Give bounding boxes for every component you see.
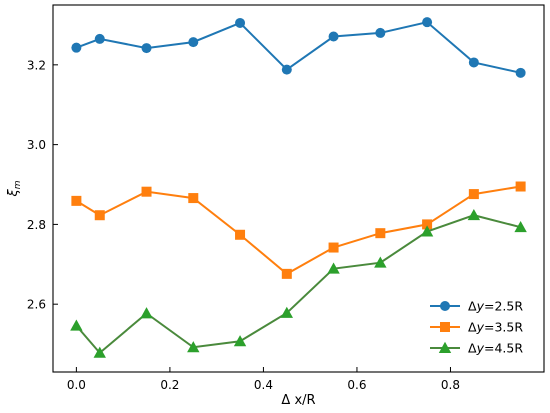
series-3 bbox=[70, 209, 527, 358]
data-point bbox=[94, 210, 105, 221]
legend-label: Δy=4.5R bbox=[468, 341, 523, 356]
series-line bbox=[75, 214, 521, 355]
data-point bbox=[374, 256, 387, 268]
legend-marker bbox=[440, 322, 450, 332]
x-axis-label: Δ x/R bbox=[281, 393, 315, 408]
data-point bbox=[515, 181, 526, 192]
data-point bbox=[188, 193, 199, 204]
series-line bbox=[75, 185, 521, 276]
data-point bbox=[515, 67, 526, 78]
legend-item-2: Δy=3.5R bbox=[430, 320, 523, 335]
data-point bbox=[235, 17, 246, 28]
y-tick-label: 2.8 bbox=[27, 218, 46, 232]
x-tick-label: 0.0 bbox=[67, 378, 86, 392]
data-point bbox=[71, 42, 82, 53]
legend-marker bbox=[440, 301, 450, 311]
data-point bbox=[141, 186, 152, 197]
data-point bbox=[281, 268, 292, 279]
data-point bbox=[468, 57, 479, 68]
data-point bbox=[328, 31, 339, 42]
data-point bbox=[467, 209, 481, 221]
y-axis-label: ξm bbox=[6, 180, 23, 197]
data-point bbox=[468, 189, 479, 200]
x-tick-label: 0.2 bbox=[160, 378, 179, 392]
series-2 bbox=[71, 181, 526, 279]
data-point bbox=[94, 33, 105, 44]
data-point bbox=[70, 319, 83, 331]
data-point bbox=[93, 346, 106, 358]
data-point bbox=[281, 64, 292, 75]
data-point bbox=[375, 27, 386, 38]
data-point bbox=[328, 242, 339, 253]
legend-label: Δy=3.5R bbox=[468, 320, 523, 335]
legend: Δy=2.5R Δy=3.5R Δy=4.5R bbox=[430, 299, 523, 356]
data-point bbox=[514, 220, 527, 233]
data-point bbox=[188, 37, 199, 48]
data-point bbox=[375, 228, 386, 239]
axis-labels: Δ x/R ξm bbox=[6, 180, 316, 408]
data-point bbox=[140, 307, 153, 319]
x-tick-label: 0.8 bbox=[441, 378, 460, 392]
data-point bbox=[233, 335, 247, 347]
data-point bbox=[71, 195, 82, 206]
y-tick-label: 2.6 bbox=[27, 298, 46, 312]
legend-item-3: Δy=4.5R bbox=[430, 341, 523, 356]
data-point bbox=[422, 219, 433, 230]
axes: 0.0 0.2 0.4 0.6 0.8 2.6 2.8 3.0 3.2 bbox=[27, 4, 545, 392]
data-point bbox=[280, 306, 294, 318]
plot-area bbox=[70, 17, 527, 358]
x-tick-label: 0.4 bbox=[254, 378, 273, 392]
data-point bbox=[327, 262, 340, 274]
y-tick-label: 3.2 bbox=[27, 58, 46, 72]
data-point bbox=[235, 229, 246, 240]
legend-label: Δy=2.5R bbox=[468, 299, 523, 314]
axes-frame bbox=[52, 4, 545, 373]
data-point bbox=[141, 43, 152, 54]
data-point bbox=[187, 341, 200, 353]
legend-item-1: Δy=2.5R bbox=[430, 299, 523, 314]
data-point bbox=[420, 225, 434, 237]
x-tick-label: 0.6 bbox=[347, 378, 366, 392]
series-1 bbox=[71, 17, 526, 78]
data-point bbox=[422, 17, 433, 28]
y-tick-label: 3.0 bbox=[27, 138, 46, 152]
legend-marker bbox=[438, 341, 452, 353]
